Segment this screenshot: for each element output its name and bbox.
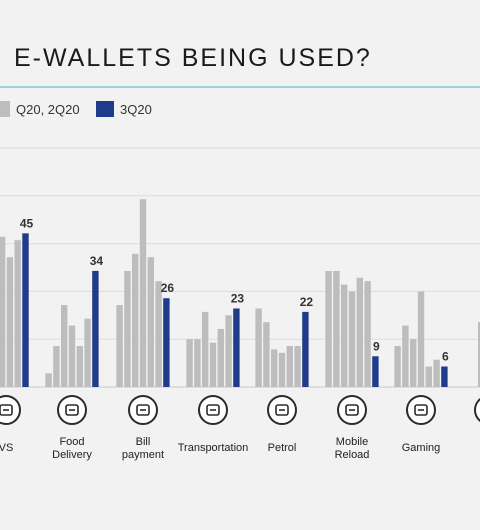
bar-past bbox=[139, 199, 147, 387]
category-label: Gaming bbox=[402, 442, 441, 454]
bar-current bbox=[22, 233, 29, 387]
value-label: 9 bbox=[373, 339, 380, 353]
bar-past bbox=[124, 270, 131, 387]
value-label: 22 bbox=[300, 295, 314, 309]
gamepad-icon bbox=[406, 395, 436, 425]
title-rule bbox=[0, 86, 480, 88]
bar-past bbox=[116, 305, 123, 387]
bar-past bbox=[263, 322, 270, 387]
category-label: Transportation bbox=[178, 442, 249, 454]
bar-past bbox=[186, 339, 193, 387]
bar-past bbox=[202, 311, 209, 387]
bar-past bbox=[209, 342, 217, 387]
bar-past bbox=[286, 346, 293, 387]
bar-past bbox=[217, 328, 224, 387]
bar-past bbox=[255, 308, 262, 387]
bar-current bbox=[233, 308, 240, 387]
value-label: 34 bbox=[90, 254, 104, 268]
category-label: Mobile bbox=[336, 436, 368, 448]
legend-swatch-past bbox=[0, 101, 10, 117]
bar-past bbox=[410, 339, 417, 387]
bar-past bbox=[325, 270, 332, 387]
bar-past bbox=[6, 257, 14, 387]
bar-past bbox=[194, 339, 201, 387]
bar-current bbox=[302, 311, 309, 387]
chart-title: E-WALLETS BEING USED? bbox=[14, 44, 372, 72]
value-label: 6 bbox=[442, 350, 449, 364]
bar-current bbox=[441, 366, 448, 387]
legend-swatch-current bbox=[96, 101, 114, 117]
bar-past bbox=[278, 352, 286, 387]
bar-past bbox=[356, 277, 363, 387]
bar-past bbox=[341, 284, 348, 387]
bar-past bbox=[348, 291, 356, 387]
bar-past bbox=[155, 281, 162, 387]
bar-past bbox=[53, 346, 60, 387]
bar-past bbox=[0, 236, 6, 387]
category-label: Bill bbox=[136, 436, 151, 448]
category-label: Food bbox=[59, 436, 84, 448]
fuel-pump-icon bbox=[267, 395, 297, 425]
bar-past bbox=[394, 346, 401, 387]
bar-past bbox=[84, 318, 91, 387]
bar-current bbox=[372, 356, 379, 387]
bar-past bbox=[294, 346, 301, 387]
money-icon bbox=[474, 398, 480, 422]
bar-past bbox=[364, 281, 371, 387]
delivery-truck-icon bbox=[57, 395, 87, 425]
store-icon bbox=[0, 395, 21, 425]
value-label: 45 bbox=[20, 216, 34, 230]
bar-past bbox=[225, 315, 232, 387]
legend-item-past: Q20, 2Q20 bbox=[0, 100, 80, 118]
bar-past bbox=[147, 257, 154, 387]
bus-icon bbox=[198, 395, 228, 425]
bar-past bbox=[425, 366, 432, 387]
bar-past bbox=[61, 305, 68, 387]
bar-past bbox=[14, 240, 21, 387]
bar-past bbox=[271, 349, 278, 387]
legend-label-past: Q20, 2Q20 bbox=[16, 101, 80, 117]
bar-current bbox=[163, 298, 170, 387]
bar-past bbox=[68, 325, 76, 387]
bar-past bbox=[132, 253, 139, 387]
bar-past bbox=[402, 325, 409, 387]
bill-icon bbox=[128, 395, 158, 425]
bar-past bbox=[333, 270, 340, 387]
value-label: 23 bbox=[231, 291, 245, 305]
bar-past bbox=[76, 346, 83, 387]
category-label: Delivery bbox=[52, 449, 92, 461]
category-label: Petrol bbox=[268, 442, 297, 454]
legend-item-current: 3Q20 bbox=[96, 100, 152, 118]
category-label: Reload bbox=[335, 449, 370, 461]
bar-past bbox=[433, 359, 440, 387]
value-label: 26 bbox=[161, 281, 175, 295]
bar-past bbox=[478, 322, 480, 387]
category-label: VS bbox=[0, 442, 13, 454]
mobile-reload-icon bbox=[337, 395, 367, 425]
bar-past bbox=[417, 291, 425, 387]
category-label: payment bbox=[122, 449, 164, 461]
legend-label-current: 3Q20 bbox=[120, 101, 152, 117]
bar-current bbox=[92, 270, 99, 387]
bar-past bbox=[45, 373, 52, 387]
